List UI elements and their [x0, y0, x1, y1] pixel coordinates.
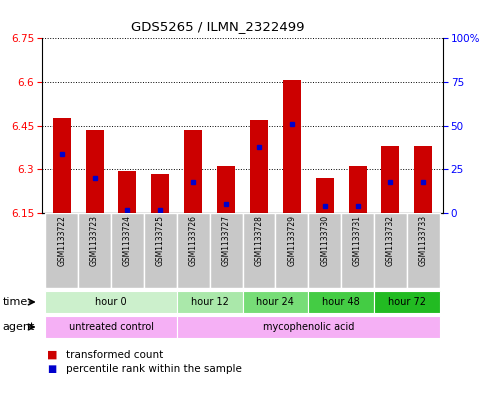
Text: GSM1133725: GSM1133725 — [156, 215, 165, 266]
Text: GSM1133728: GSM1133728 — [255, 215, 263, 266]
Text: hour 24: hour 24 — [256, 297, 294, 307]
Bar — [217, 166, 235, 213]
Text: hour 0: hour 0 — [95, 297, 127, 307]
FancyBboxPatch shape — [308, 213, 341, 288]
Bar — [382, 146, 399, 213]
Text: GSM1133726: GSM1133726 — [189, 215, 198, 266]
Text: GSM1133731: GSM1133731 — [353, 215, 362, 266]
FancyBboxPatch shape — [177, 213, 210, 288]
Bar — [349, 166, 367, 213]
Text: percentile rank within the sample: percentile rank within the sample — [66, 364, 242, 374]
FancyBboxPatch shape — [341, 213, 374, 288]
Bar — [53, 118, 71, 213]
Bar — [118, 171, 137, 213]
Bar — [151, 174, 170, 213]
Text: GSM1133727: GSM1133727 — [222, 215, 230, 266]
Bar — [250, 119, 268, 213]
Text: ■: ■ — [47, 350, 57, 360]
FancyBboxPatch shape — [78, 213, 111, 288]
Text: hour 12: hour 12 — [191, 297, 228, 307]
Text: GSM1133732: GSM1133732 — [386, 215, 395, 266]
Text: mycophenolic acid: mycophenolic acid — [263, 322, 354, 332]
FancyBboxPatch shape — [374, 213, 407, 288]
Text: agent: agent — [2, 322, 35, 332]
FancyBboxPatch shape — [242, 291, 308, 313]
FancyBboxPatch shape — [177, 291, 242, 313]
Bar — [315, 178, 334, 213]
FancyBboxPatch shape — [45, 316, 177, 338]
Text: time: time — [2, 297, 28, 307]
Text: GSM1133729: GSM1133729 — [287, 215, 296, 266]
Text: hour 48: hour 48 — [322, 297, 360, 307]
Text: transformed count: transformed count — [66, 350, 163, 360]
Text: GSM1133733: GSM1133733 — [419, 215, 428, 266]
FancyBboxPatch shape — [275, 213, 308, 288]
Text: GSM1133724: GSM1133724 — [123, 215, 132, 266]
FancyBboxPatch shape — [407, 213, 440, 288]
Text: untreated control: untreated control — [69, 322, 154, 332]
Bar — [184, 130, 202, 213]
Text: GSM1133723: GSM1133723 — [90, 215, 99, 266]
Text: GSM1133722: GSM1133722 — [57, 215, 66, 266]
Text: GDS5265 / ILMN_2322499: GDS5265 / ILMN_2322499 — [130, 20, 304, 33]
Text: hour 72: hour 72 — [388, 297, 426, 307]
Text: ■: ■ — [47, 364, 56, 374]
FancyBboxPatch shape — [210, 213, 242, 288]
FancyBboxPatch shape — [177, 316, 440, 338]
Bar — [85, 130, 104, 213]
FancyBboxPatch shape — [374, 291, 440, 313]
FancyBboxPatch shape — [242, 213, 275, 288]
FancyBboxPatch shape — [308, 291, 374, 313]
Text: GSM1133730: GSM1133730 — [320, 215, 329, 266]
FancyBboxPatch shape — [45, 291, 177, 313]
Bar — [283, 80, 301, 213]
FancyBboxPatch shape — [144, 213, 177, 288]
Bar — [414, 146, 432, 213]
FancyBboxPatch shape — [45, 213, 78, 288]
FancyBboxPatch shape — [111, 213, 144, 288]
